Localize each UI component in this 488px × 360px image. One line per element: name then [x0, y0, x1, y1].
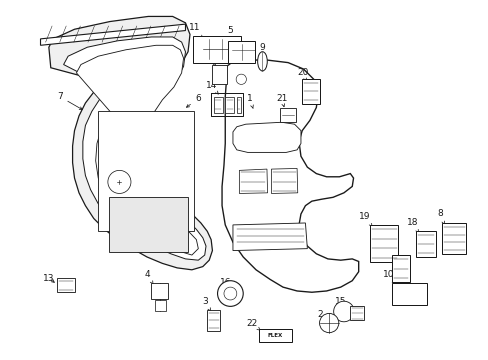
- Text: 19: 19: [359, 212, 371, 226]
- Circle shape: [319, 314, 338, 333]
- Text: 12: 12: [205, 52, 216, 66]
- Bar: [213, 96, 222, 113]
- Polygon shape: [49, 17, 212, 270]
- Text: 4: 4: [144, 270, 153, 284]
- Text: 18: 18: [406, 219, 418, 233]
- Bar: [302, 79, 320, 104]
- Bar: [225, 96, 234, 113]
- Bar: [258, 329, 291, 342]
- Text: 17: 17: [382, 242, 394, 256]
- Bar: [212, 64, 226, 84]
- Circle shape: [108, 170, 131, 193]
- Polygon shape: [76, 45, 198, 255]
- Text: 16: 16: [219, 278, 230, 290]
- Polygon shape: [232, 122, 300, 152]
- Bar: [151, 283, 167, 299]
- Bar: [193, 36, 241, 63]
- Polygon shape: [271, 168, 297, 193]
- Polygon shape: [41, 24, 185, 45]
- Polygon shape: [63, 37, 205, 260]
- Text: 13: 13: [43, 274, 55, 283]
- Text: 3: 3: [202, 297, 211, 311]
- Text: 5: 5: [227, 26, 235, 40]
- Polygon shape: [239, 169, 267, 193]
- Bar: [154, 300, 166, 311]
- Circle shape: [217, 281, 243, 306]
- Circle shape: [236, 74, 246, 85]
- Circle shape: [333, 301, 353, 322]
- Text: 6: 6: [186, 94, 201, 107]
- Bar: [391, 255, 409, 282]
- Text: FLEX: FLEX: [267, 333, 283, 338]
- Bar: [98, 111, 194, 231]
- Bar: [279, 108, 295, 122]
- Bar: [369, 225, 398, 262]
- Bar: [207, 310, 220, 331]
- Polygon shape: [232, 223, 307, 251]
- Bar: [57, 278, 75, 292]
- Text: 15: 15: [334, 297, 346, 310]
- Bar: [228, 41, 255, 63]
- Bar: [441, 223, 466, 254]
- Bar: [416, 231, 435, 257]
- Bar: [349, 306, 364, 320]
- Text: 9: 9: [259, 43, 265, 55]
- Bar: [391, 283, 427, 305]
- Text: 7: 7: [57, 92, 82, 109]
- Bar: [236, 96, 241, 113]
- Bar: [108, 197, 188, 252]
- Text: 14: 14: [205, 81, 218, 94]
- Circle shape: [224, 287, 236, 300]
- Text: 8: 8: [436, 210, 444, 224]
- Text: 11: 11: [188, 23, 202, 38]
- Text: 21: 21: [275, 94, 287, 107]
- Polygon shape: [222, 60, 358, 292]
- Text: 2: 2: [317, 310, 326, 324]
- Text: 10: 10: [382, 270, 394, 284]
- Ellipse shape: [257, 52, 267, 71]
- Text: 1: 1: [246, 94, 253, 108]
- Text: 22: 22: [246, 319, 260, 330]
- Text: 20: 20: [297, 68, 308, 81]
